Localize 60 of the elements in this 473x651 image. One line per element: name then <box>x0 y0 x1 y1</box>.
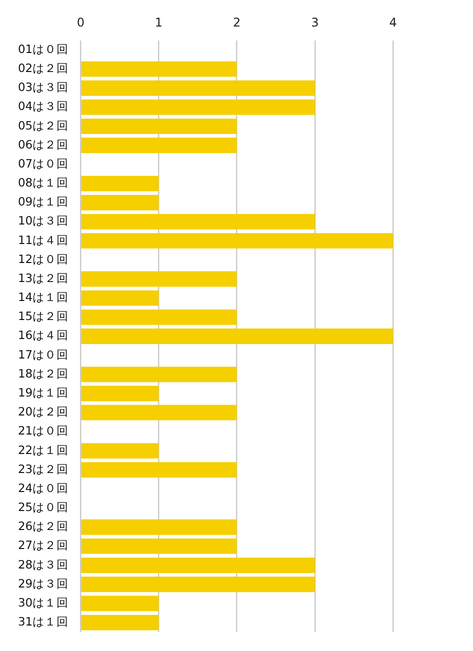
y-tick-label: 15は２回 <box>18 309 69 324</box>
bar <box>81 233 393 249</box>
y-tick-label: 26は２回 <box>18 519 69 534</box>
bar <box>81 61 237 77</box>
y-tick-label: 07は０回 <box>18 156 69 170</box>
bar <box>81 558 315 573</box>
bar <box>81 80 315 96</box>
y-tick-label: 22は１回 <box>18 442 69 457</box>
y-tick-label: 16は４回 <box>18 328 69 342</box>
y-tick-label: 19は１回 <box>18 385 69 400</box>
y-tick-label: 03は３回 <box>18 80 69 94</box>
bar <box>81 404 237 420</box>
y-tick-label: 28は３回 <box>18 557 69 572</box>
x-tick-label: 1 <box>154 15 163 30</box>
bar <box>81 100 315 115</box>
bar <box>81 519 237 535</box>
y-tick-label: 01は０回 <box>18 42 69 56</box>
bar <box>81 118 237 134</box>
y-tick-label: 08は１回 <box>18 176 69 190</box>
y-tick-label: 14は１回 <box>18 290 69 304</box>
y-tick-label: 24は０回 <box>18 480 69 495</box>
bar <box>81 138 237 154</box>
y-tick-label: 31は１回 <box>18 614 69 629</box>
y-tick-label: 25は０回 <box>18 500 69 514</box>
y-tick-label: 06は２回 <box>18 137 69 152</box>
y-tick-label: 21は０回 <box>18 424 69 438</box>
y-tick-label: 29は３回 <box>18 576 69 590</box>
y-tick-label: 12は０回 <box>18 252 69 266</box>
bar <box>81 290 159 306</box>
bar <box>81 176 159 192</box>
bar <box>81 214 315 230</box>
y-tick-label: 23は２回 <box>18 462 69 476</box>
y-tick-label: 18は２回 <box>18 366 69 380</box>
y-tick-label: 30は１回 <box>18 595 69 610</box>
y-tick-label: 09は１回 <box>18 194 69 209</box>
x-tick-label: 3 <box>311 15 319 30</box>
y-tick-label: 10は３回 <box>18 214 69 228</box>
bar <box>81 596 159 612</box>
y-tick-label: 13は２回 <box>18 270 69 285</box>
bar <box>81 576 315 592</box>
x-tick-label: 0 <box>76 15 84 30</box>
y-tick-label: 11は４回 <box>18 232 69 247</box>
y-tick-label: 17は０回 <box>18 347 69 362</box>
x-tick-label: 2 <box>232 15 241 30</box>
y-tick-label: 04は３回 <box>18 99 69 114</box>
bar <box>81 462 237 478</box>
bar <box>81 614 159 630</box>
bar <box>81 443 159 458</box>
y-tick-label: 20は２回 <box>18 404 69 419</box>
bar <box>81 194 159 210</box>
bar <box>81 309 237 325</box>
x-tick-label: 4 <box>389 15 397 30</box>
y-tick-label: 05は２回 <box>18 118 69 132</box>
bar <box>81 538 237 554</box>
bar <box>81 271 237 287</box>
bar <box>81 386 159 402</box>
bar <box>81 328 393 344</box>
y-tick-label: 02は２回 <box>18 61 69 76</box>
y-tick-label: 27は２回 <box>18 538 69 552</box>
bar <box>81 366 237 382</box>
